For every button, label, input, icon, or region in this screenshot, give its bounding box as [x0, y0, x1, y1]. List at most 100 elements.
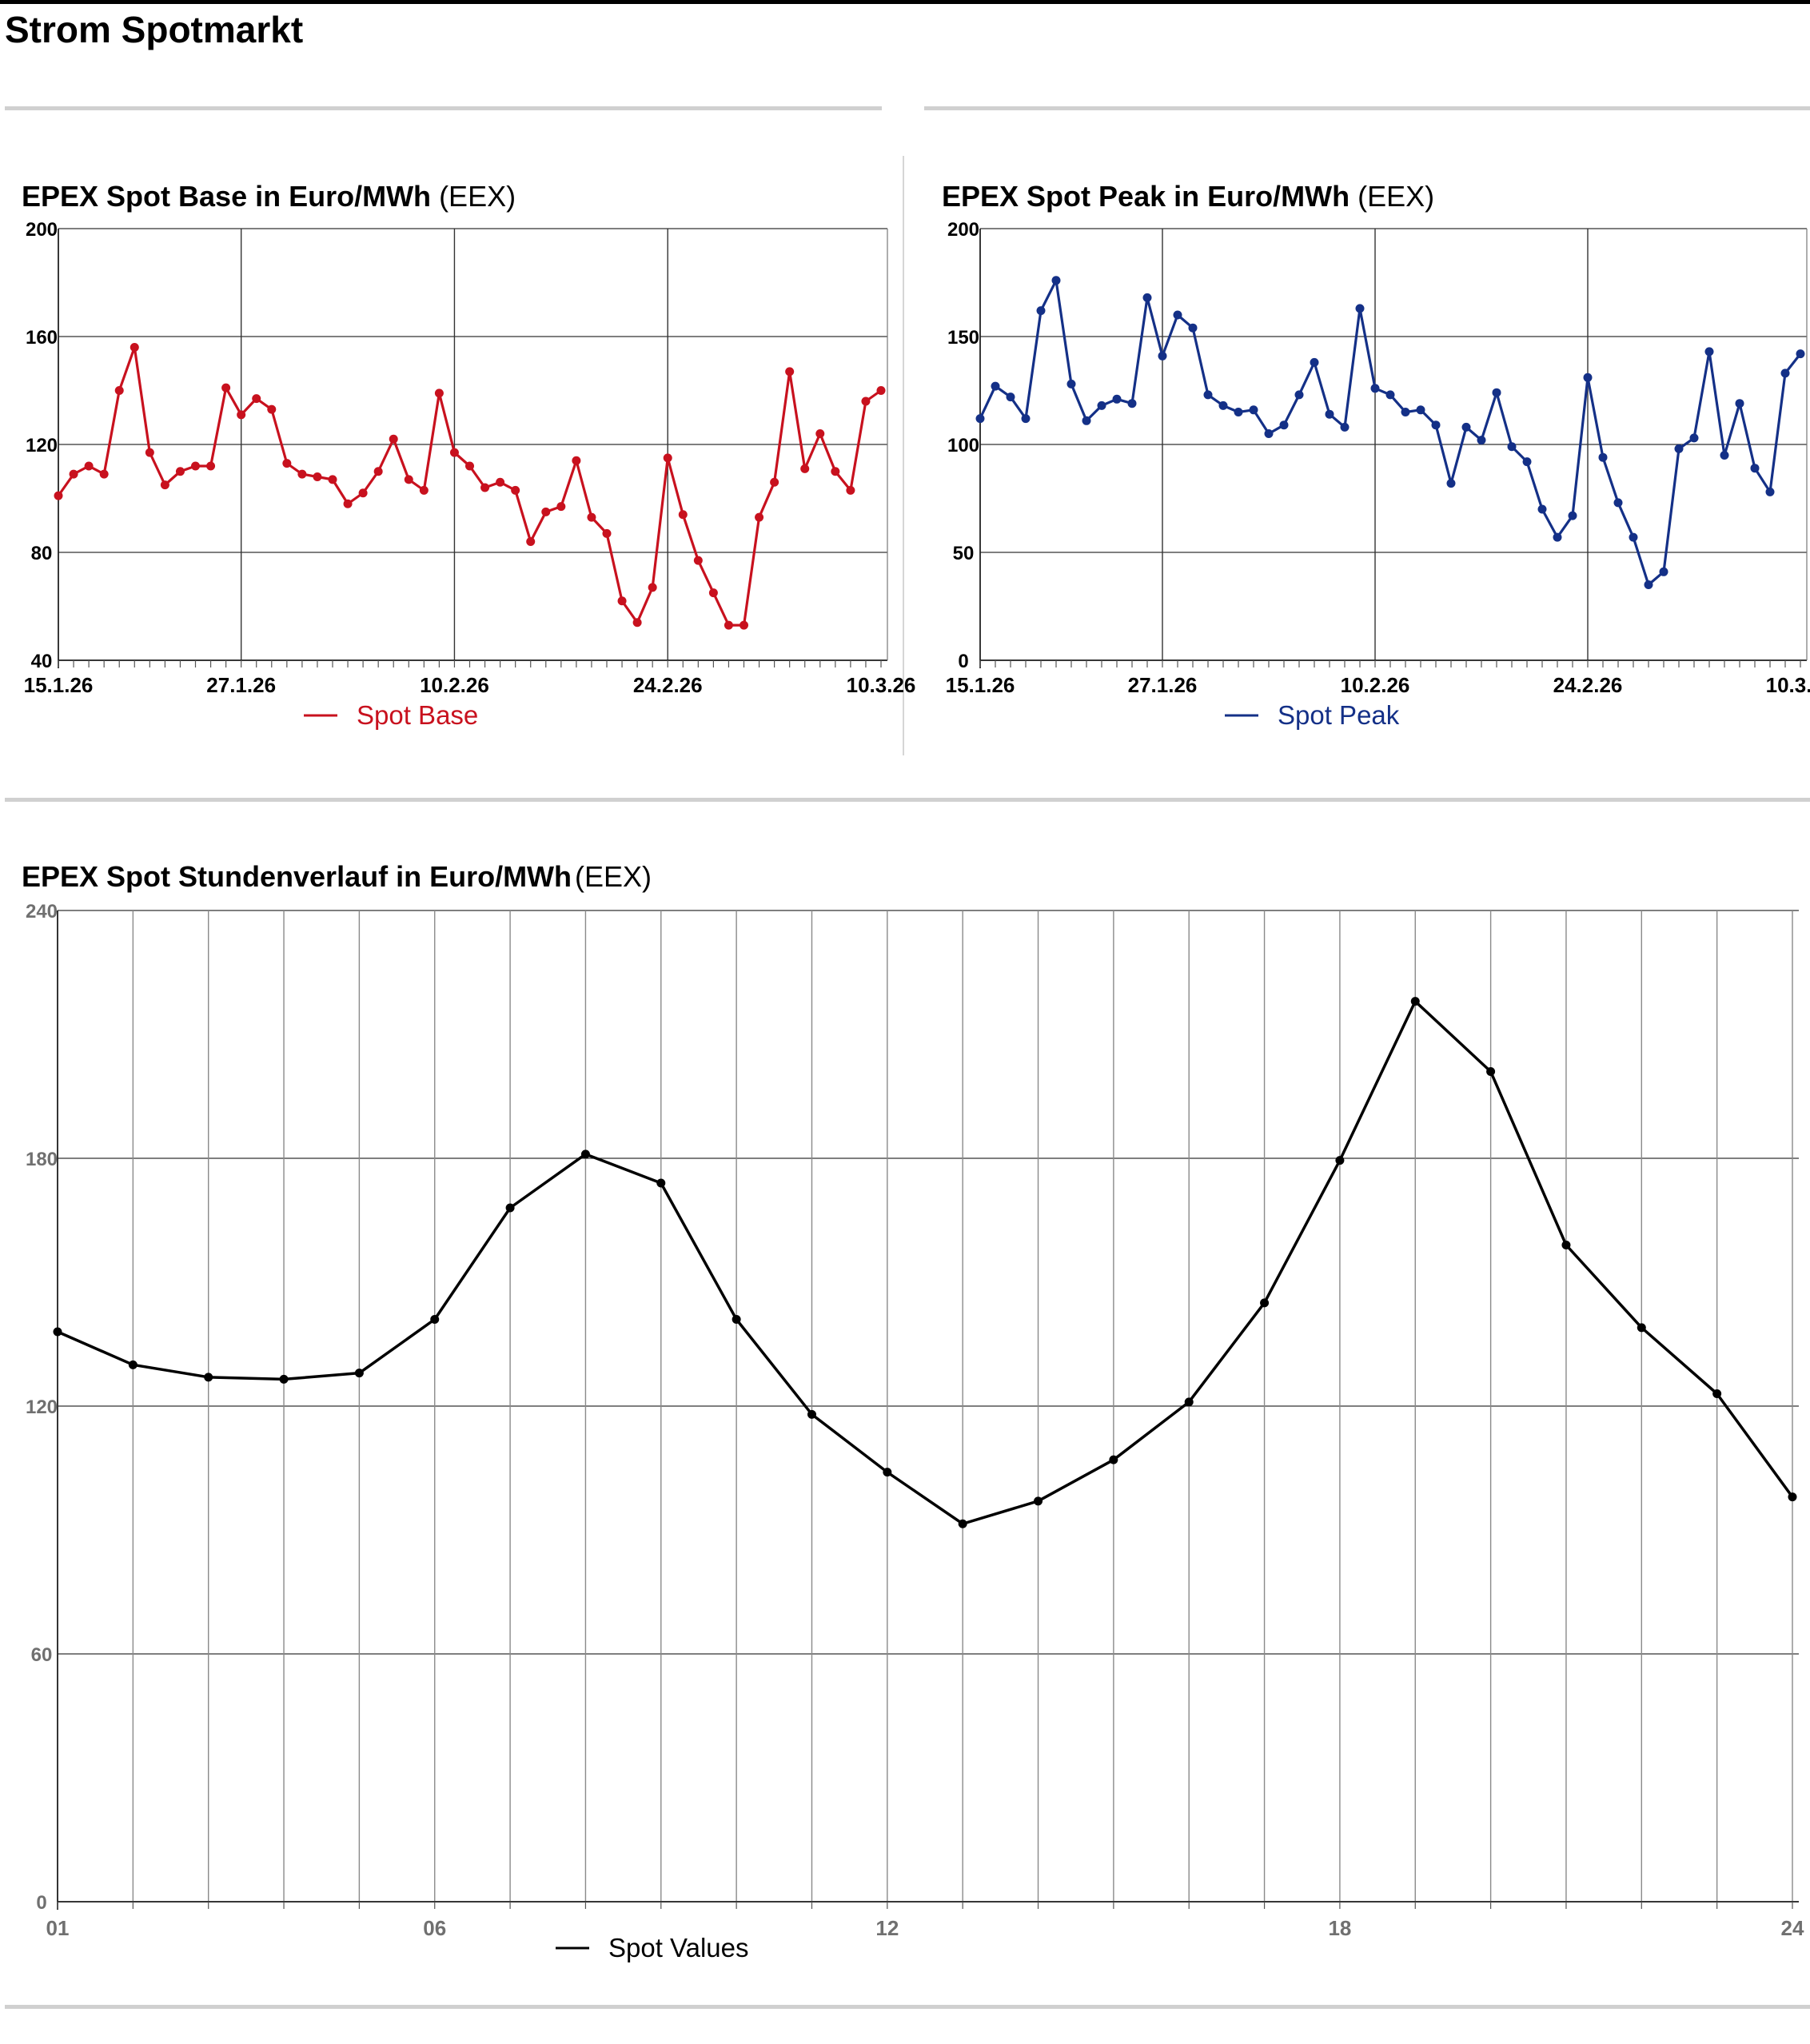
data-point [175, 467, 185, 476]
data-point [663, 453, 672, 463]
data-point [434, 388, 444, 398]
data-point [1006, 392, 1015, 402]
data-point [708, 588, 718, 598]
data-point [556, 502, 566, 512]
data-point [602, 528, 612, 538]
separator-bottom [5, 2005, 1810, 2009]
data-point [1644, 580, 1653, 589]
y-tick-label: 200 [26, 219, 58, 241]
data-point [191, 461, 200, 471]
data-point [511, 485, 520, 495]
y-tick-label: 160 [26, 327, 58, 349]
data-point [1188, 323, 1198, 333]
data-point [991, 381, 1000, 391]
data-point [1325, 409, 1334, 419]
data-point [1203, 390, 1213, 400]
separator-middle [5, 798, 1810, 802]
data-point [252, 394, 261, 404]
data-point [648, 583, 657, 592]
x-tick-label: 18 [1328, 1916, 1351, 1940]
data-point [1355, 304, 1365, 313]
data-point [1234, 408, 1243, 416]
data-point [807, 1409, 816, 1419]
data-point [128, 1360, 138, 1369]
chart-source-base: (EEX) [439, 180, 516, 213]
data-point [541, 507, 551, 516]
data-point [1279, 420, 1289, 430]
y-tick-label: 100 [947, 435, 979, 456]
data-point [313, 472, 322, 481]
data-point [373, 467, 383, 476]
data-point [1264, 429, 1274, 438]
data-point [656, 1178, 666, 1188]
data-point [419, 485, 429, 495]
data-point [1796, 349, 1805, 359]
separator-right [924, 106, 1810, 110]
data-point [221, 383, 231, 392]
data-point [1335, 1156, 1345, 1165]
data-point [505, 1203, 515, 1213]
data-point [1788, 1492, 1797, 1502]
data-point [130, 343, 139, 352]
data-point [53, 1327, 62, 1337]
data-point [693, 556, 703, 565]
chart-source-peak: (EEX) [1358, 180, 1435, 213]
data-point [1410, 997, 1420, 1006]
data-point [1568, 511, 1577, 520]
data-point [1659, 567, 1668, 576]
data-point [84, 461, 94, 471]
data-point [975, 414, 985, 424]
data-point [1097, 400, 1106, 410]
x-tick-label: 15.1.26 [24, 673, 94, 697]
data-point [632, 618, 642, 628]
data-point [785, 367, 795, 377]
data-point [328, 475, 337, 484]
series-line [57, 999, 1794, 1525]
legend-label: Spot Values [608, 1933, 749, 1962]
data-point [449, 448, 459, 457]
data-point [1561, 1241, 1571, 1249]
data-point [800, 464, 810, 473]
data-point [1416, 405, 1425, 415]
data-point [1461, 422, 1471, 432]
legend-label: Spot Base [357, 700, 478, 730]
data-point [54, 491, 63, 500]
data-point [1036, 306, 1046, 316]
data-point [1294, 390, 1304, 400]
x-tick-label: 15.1.26 [946, 673, 1015, 697]
data-point [732, 1315, 741, 1324]
data-point [297, 469, 307, 479]
data-point [580, 1150, 590, 1159]
separator-left [5, 106, 882, 110]
data-point [1385, 390, 1395, 400]
y-tick-label: 60 [31, 1644, 53, 1666]
chart-title-base-text: EPEX Spot Base in Euro/MWh [22, 180, 432, 213]
data-point [846, 485, 855, 495]
top-rule [0, 0, 1810, 4]
data-point [678, 510, 688, 520]
data-point [1109, 1455, 1118, 1464]
chart-title-base: EPEX Spot Base in Euro/MWh (EEX) [22, 180, 516, 213]
x-tick-label: 27.1.26 [1128, 673, 1198, 697]
chart-title-hourly: EPEX Spot Stundenverlauf in Euro/MWh (EEX… [22, 860, 652, 894]
data-point [404, 475, 413, 484]
x-tick-label: 01 [46, 1916, 70, 1940]
data-point [1158, 351, 1167, 361]
x-tick-label: 27.1.26 [206, 673, 276, 697]
y-tick-label: 150 [947, 327, 979, 349]
x-tick-label: 10.2.26 [1341, 673, 1410, 697]
x-tick-label: 12 [875, 1916, 899, 1940]
y-tick-label: 50 [953, 543, 975, 564]
data-point [114, 386, 124, 395]
y-tick-label: 180 [26, 1149, 58, 1170]
data-point [861, 396, 871, 406]
data-point [1082, 416, 1091, 425]
data-point [430, 1315, 440, 1324]
data-point [1720, 451, 1729, 460]
data-point [1370, 384, 1380, 393]
y-tick-label: 0 [36, 1892, 46, 1914]
page-title: Strom Spotmarkt [5, 9, 304, 50]
data-point [1477, 436, 1486, 445]
